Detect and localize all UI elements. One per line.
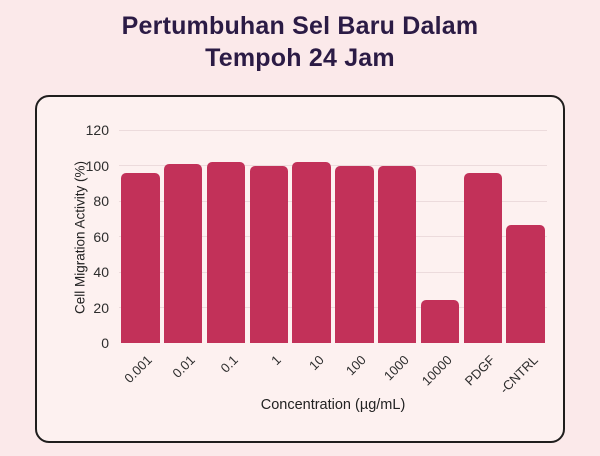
y-tick-label-0: 0 — [101, 335, 109, 351]
gridline-y-120 — [119, 129, 547, 131]
bar-10 — [292, 161, 331, 343]
chart-panel: Cell Migration Activity (%) Concentratio… — [35, 95, 565, 443]
chart-title-text: Pertumbuhan Sel Baru Dalam Tempoh 24 Jam — [121, 12, 479, 72]
bar-PDGF — [463, 173, 503, 343]
bar-0.1 — [206, 161, 246, 343]
gridline-y-80 — [119, 200, 547, 202]
y-tick-label-120: 120 — [85, 122, 109, 138]
bar-0.001 — [121, 172, 160, 343]
y-tick-label-60: 60 — [93, 228, 109, 245]
bar-1 — [249, 166, 289, 343]
chart-title: Pertumbuhan Sel Baru Dalam Tempoh 24 Jam — [0, 10, 600, 74]
y-tick-label-100: 100 — [85, 157, 109, 174]
bar-10000 — [420, 300, 460, 343]
x-axis-label: Concentration (µg/mL) — [260, 397, 406, 413]
bar--CNTRL — [506, 224, 545, 343]
bar-0.01 — [163, 163, 203, 343]
bar-1000 — [377, 165, 417, 343]
y-tick-label-80: 80 — [93, 193, 109, 209]
gridline-y-40 — [119, 271, 547, 273]
gridline-y-20 — [119, 307, 547, 308]
bar-chart: Cell Migration Activity (%) Concentratio… — [37, 97, 563, 441]
y-tick-label-40: 40 — [93, 264, 109, 280]
bar-100 — [335, 165, 374, 343]
y-tick-label-20: 20 — [93, 299, 109, 316]
gridline-y-60 — [119, 236, 547, 237]
gridline-y-100 — [119, 165, 547, 166]
